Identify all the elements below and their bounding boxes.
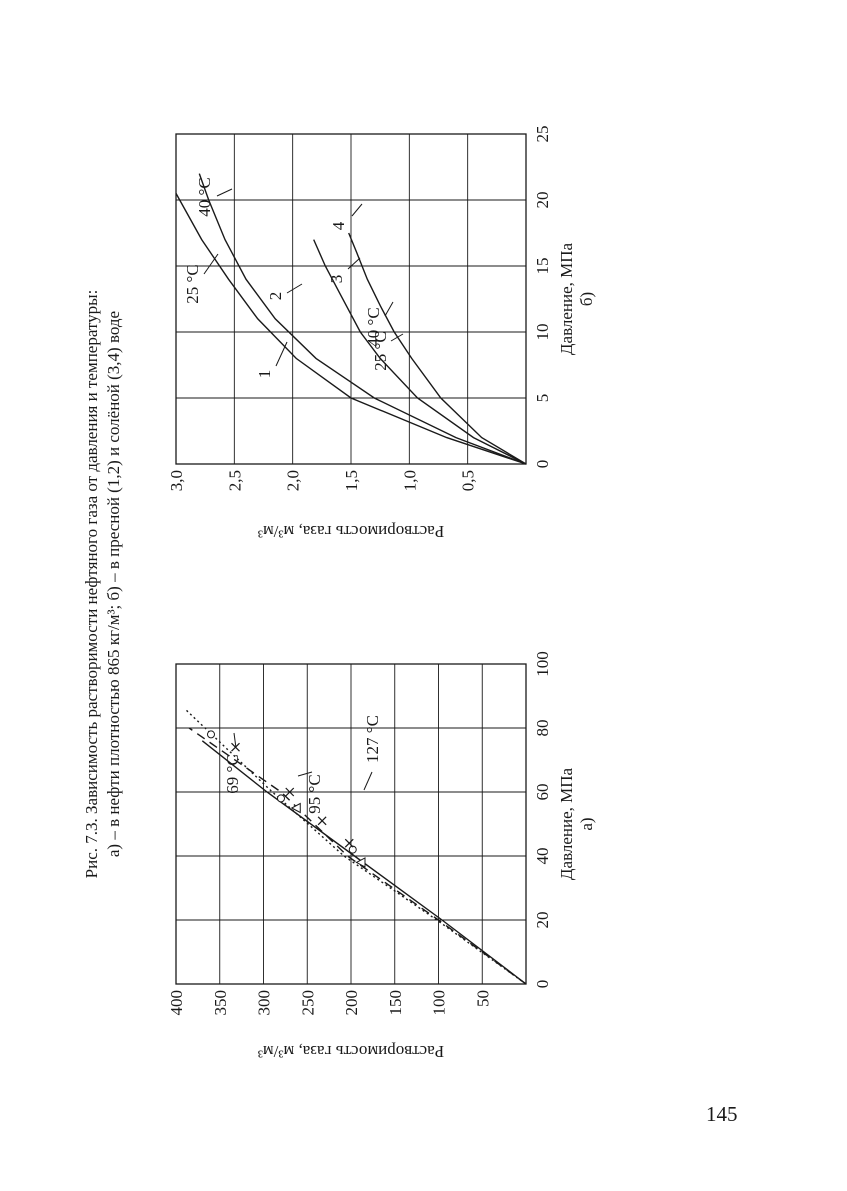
figure-canvas: 02040608010050100150200250300350400Давле… bbox=[167, 126, 596, 1062]
x-tick-label: 20 bbox=[533, 912, 552, 929]
x-tick-label: 15 bbox=[533, 258, 552, 275]
annotation-leader bbox=[203, 253, 219, 275]
x-axis-label: Давление, МПа bbox=[557, 767, 576, 880]
series-line bbox=[313, 239, 527, 465]
y-tick-label: 50 bbox=[473, 990, 492, 1007]
panel-label: а) bbox=[577, 817, 596, 830]
curve-number-label: 3 bbox=[327, 275, 346, 284]
annotation-leader bbox=[347, 257, 361, 270]
y-tick-label: 2,0 bbox=[284, 470, 303, 491]
annotation-leader bbox=[351, 203, 363, 217]
annotation-leader bbox=[363, 771, 373, 791]
y-tick-label: 1,0 bbox=[400, 470, 419, 491]
y-tick-label: 250 bbox=[298, 990, 317, 1016]
y-tick-label: 350 bbox=[211, 990, 230, 1016]
x-tick-label: 40 bbox=[533, 848, 552, 865]
x-tick-label: 100 bbox=[533, 651, 552, 677]
page-number: 145 bbox=[706, 1102, 738, 1126]
triangle-marker bbox=[355, 857, 366, 868]
x-tick-label: 20 bbox=[533, 192, 552, 209]
curve-number-label: 2 bbox=[266, 292, 285, 301]
curve-number-label: 4 bbox=[329, 221, 348, 230]
x-tick-label: 5 bbox=[533, 394, 552, 403]
x-tick-label: 80 bbox=[533, 720, 552, 737]
y-tick-label: 0,5 bbox=[459, 470, 478, 491]
y-tick-label: 200 bbox=[342, 990, 361, 1016]
series-line bbox=[201, 740, 527, 985]
rotated-figure: 0 20 40 60 80 100 50 100 150 200 250 300 350 400 Давле… bbox=[80, 94, 720, 1094]
curve-number-label: 1 bbox=[255, 370, 274, 379]
x-axis-label: Давление, МПа bbox=[557, 242, 576, 355]
circle-marker bbox=[277, 794, 285, 803]
series-line bbox=[184, 708, 527, 985]
series-line bbox=[175, 193, 527, 465]
temperature-annotation: 40 °C bbox=[364, 307, 383, 346]
circle-marker bbox=[207, 730, 215, 739]
temperature-annotation: 127 °C bbox=[363, 715, 382, 763]
x-tick-label: 10 bbox=[533, 324, 552, 341]
y-tick-label: 100 bbox=[430, 990, 449, 1016]
x-tick-label: 25 bbox=[533, 126, 552, 143]
y-tick-label: 2,5 bbox=[225, 470, 244, 491]
temperature-annotation: 25 °C bbox=[371, 331, 390, 370]
annotation-leader bbox=[390, 333, 404, 342]
temperature-annotation: 25 °C bbox=[183, 264, 202, 303]
chart-panel-a: 0 20 40 60 80 100 50 100 150 200 250 300 350 400 Давле… bbox=[167, 651, 596, 1061]
y-tick-label: 1,5 bbox=[342, 470, 361, 491]
triangle-marker bbox=[290, 802, 301, 814]
cross-marker bbox=[317, 816, 327, 826]
panel-label: б) bbox=[577, 292, 596, 306]
chart-panel-b: 0 5 10 15 20 25 0,5 1,0 1,5 2,0 2,5 3,0 Давление, МП… bbox=[167, 126, 596, 542]
temperature-annotation: 40 °C bbox=[195, 177, 214, 216]
annotation-leader bbox=[384, 301, 394, 317]
temperature-annotation: 95 °C bbox=[305, 774, 324, 813]
annotation-leader bbox=[275, 341, 288, 367]
x-tick-label: 60 bbox=[533, 784, 552, 801]
y-tick-label: 300 bbox=[255, 990, 274, 1016]
temperature-annotation: 69 °C bbox=[223, 754, 242, 793]
series-line bbox=[348, 232, 527, 465]
figure-caption-line2: а) – в нефти плотностью 865 кг/м³; б) – … bbox=[104, 310, 123, 858]
cross-marker bbox=[344, 838, 354, 848]
series-line bbox=[188, 727, 527, 985]
y-axis-label: Растворимость газа, м³/м³ bbox=[258, 1042, 444, 1061]
annotation-leader bbox=[286, 283, 303, 294]
y-tick-label: 3,0 bbox=[167, 470, 186, 491]
annotation-leader bbox=[233, 732, 237, 749]
figure-caption-line1: Рис. 7.3. Зависимость растворимости нефт… bbox=[82, 289, 101, 879]
y-tick-label: 150 bbox=[386, 990, 405, 1016]
x-tick-label: 0 bbox=[533, 460, 552, 469]
cross-marker bbox=[285, 787, 295, 797]
y-tick-label: 400 bbox=[167, 990, 186, 1016]
series-line bbox=[198, 173, 527, 465]
annotation-leader bbox=[297, 771, 313, 777]
x-tick-label: 0 bbox=[533, 980, 552, 989]
y-axis-label: Растворимость газа, м³/м³ bbox=[258, 522, 444, 541]
annotation-leader bbox=[216, 188, 233, 197]
